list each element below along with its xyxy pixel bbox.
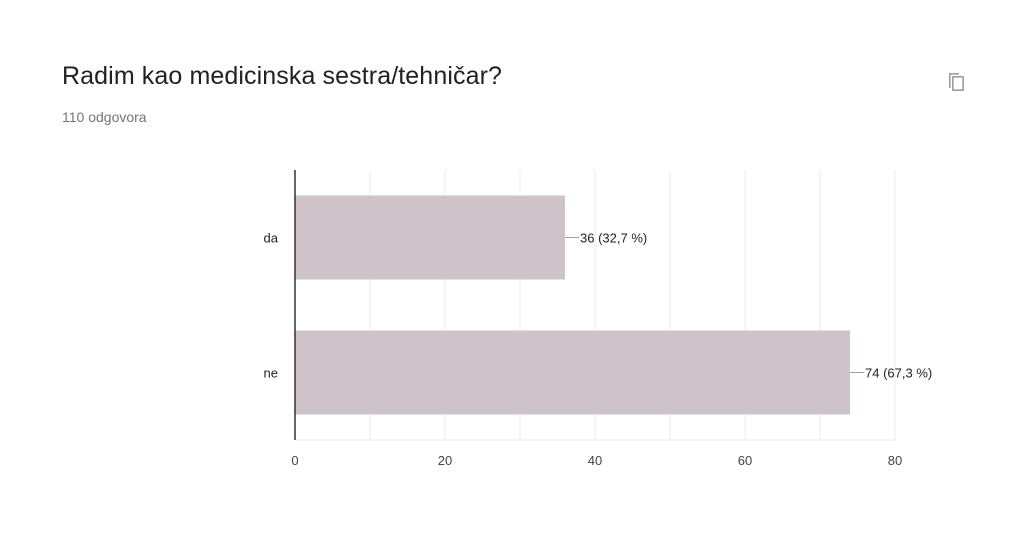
x-tick-label: 60 [738, 453, 752, 468]
category-label-ne: ne [264, 366, 278, 381]
question-title: Radim kao medicinska sestra/tehničar? [62, 62, 503, 90]
bar-da [295, 195, 565, 280]
copy-chart-button[interactable] [942, 68, 970, 96]
bar-ne [295, 330, 850, 415]
x-tick-label: 20 [438, 453, 452, 468]
response-count: 110 odgovora [62, 109, 147, 125]
data-label-ne: 74 (67,3 %) [865, 366, 932, 381]
data-label-da: 36 (32,7 %) [580, 231, 647, 246]
x-tick-label: 0 [291, 453, 298, 468]
copy-icon [949, 73, 964, 91]
category-label-da: da [264, 231, 279, 246]
x-tick-label: 40 [588, 453, 602, 468]
x-tick-label: 80 [888, 453, 902, 468]
